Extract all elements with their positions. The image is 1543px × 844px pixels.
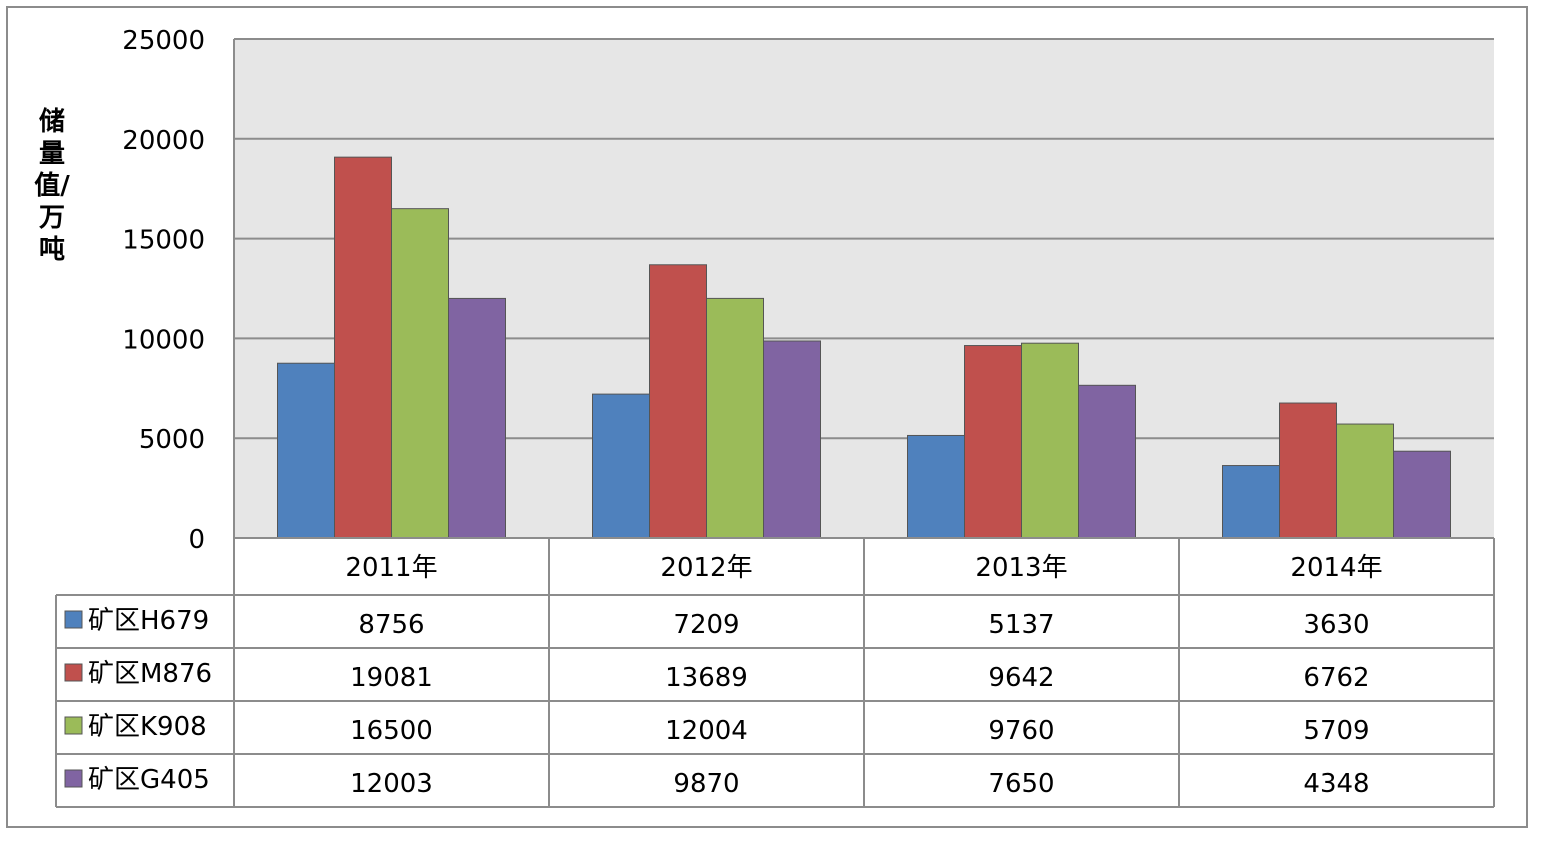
legend-key [64, 663, 83, 682]
bar [1279, 402, 1337, 539]
y-tick-label: 20000 [122, 126, 205, 156]
data-table-value: 7209 [673, 610, 739, 640]
legend-label: 矿区H679 [88, 606, 209, 636]
bar [706, 297, 764, 539]
data-table-value: 16500 [350, 716, 433, 746]
data-table-value: 5709 [1303, 716, 1369, 746]
x-tick-label: 2013年 [975, 553, 1067, 583]
data-table-value: 4348 [1303, 769, 1369, 799]
y-tick-label: 10000 [122, 325, 205, 355]
legend-label: 矿区M876 [88, 659, 212, 689]
legend-key [64, 769, 83, 788]
bar [649, 264, 707, 539]
y-tick-label: 15000 [122, 226, 205, 256]
bar [277, 362, 335, 539]
legend-label: 矿区G405 [88, 765, 210, 795]
bar [1336, 423, 1394, 539]
data-table-value: 12003 [350, 769, 433, 799]
bar [907, 434, 965, 539]
data-table-value: 9642 [988, 663, 1054, 693]
x-tick-label: 2011年 [345, 553, 437, 583]
y-tick-label: 5000 [139, 425, 205, 455]
bar [1393, 450, 1451, 539]
bar [1021, 342, 1079, 539]
y-tick-label: 25000 [122, 26, 205, 56]
bar [1078, 384, 1136, 539]
data-table-value: 5137 [988, 610, 1054, 640]
data-table-value: 8756 [358, 610, 424, 640]
bar [334, 156, 392, 539]
legend-key [64, 610, 83, 629]
y-axis-label: 储量值/万吨 [34, 107, 70, 265]
bar [964, 345, 1022, 539]
x-tick-label: 2012年 [660, 553, 752, 583]
data-table-value: 7650 [988, 769, 1054, 799]
data-table-value: 3630 [1303, 610, 1369, 640]
legend-key [64, 716, 83, 735]
bar [592, 393, 650, 539]
data-table-value: 6762 [1303, 663, 1369, 693]
bar [1222, 465, 1280, 539]
x-tick-label: 2014年 [1290, 553, 1382, 583]
bar [448, 297, 506, 539]
bar [763, 340, 821, 539]
bar [391, 208, 449, 539]
data-table-value: 13689 [665, 663, 748, 693]
y-tick-label: 0 [188, 525, 205, 555]
data-table-value: 12004 [665, 716, 748, 746]
data-table-value: 19081 [350, 663, 433, 693]
data-table-value: 9870 [673, 769, 739, 799]
data-table-value: 9760 [988, 716, 1054, 746]
legend-label: 矿区K908 [88, 712, 207, 742]
